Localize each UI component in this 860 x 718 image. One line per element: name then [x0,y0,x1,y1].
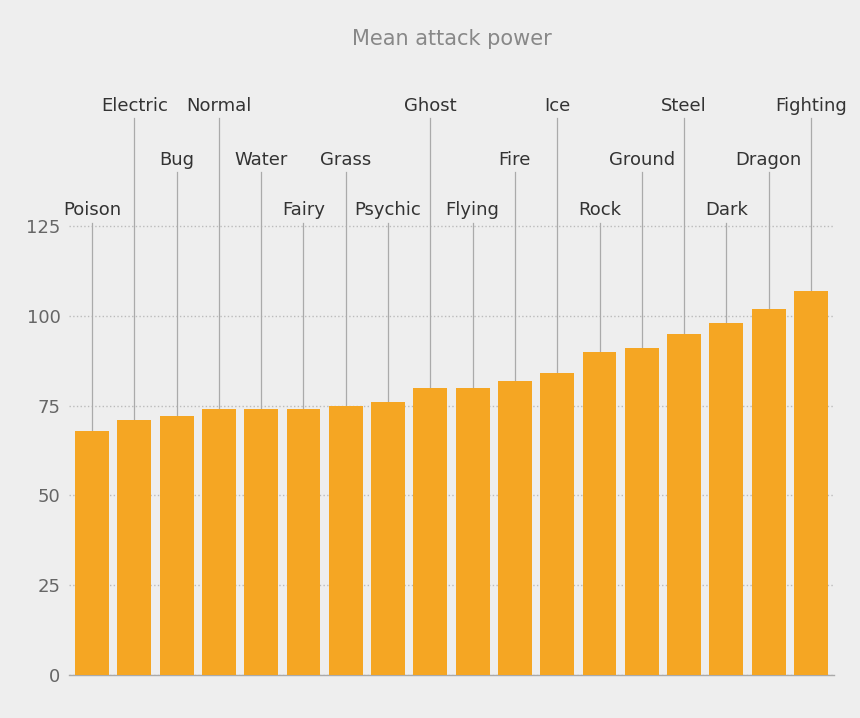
Bar [667,334,701,675]
Text: Fairy: Fairy [282,201,325,219]
Bar [329,406,363,675]
Title: Mean attack power: Mean attack power [352,29,551,49]
Text: Rock: Rock [578,201,621,219]
Text: Ghost: Ghost [404,97,457,115]
Text: Fire: Fire [499,151,531,169]
Bar [160,416,194,675]
Bar [372,402,405,675]
Text: Fighting: Fighting [775,97,847,115]
Text: Psychic: Psychic [354,201,421,219]
Bar [75,431,109,675]
Text: Ice: Ice [544,97,570,115]
Bar [202,409,236,675]
Bar [498,381,531,675]
Text: Steel: Steel [661,97,707,115]
Text: Normal: Normal [187,97,252,115]
Text: Bug: Bug [159,151,194,169]
Text: Water: Water [235,151,288,169]
Text: Electric: Electric [101,97,168,115]
Bar [582,352,617,675]
Bar [286,409,321,675]
Bar [794,291,828,675]
Bar [244,409,278,675]
Bar [118,420,151,675]
Bar [414,388,447,675]
Bar [540,373,574,675]
Text: Dark: Dark [705,201,748,219]
Bar [752,309,785,675]
Text: Dragon: Dragon [735,151,802,169]
Text: Ground: Ground [609,151,675,169]
Text: Poison: Poison [63,201,121,219]
Bar [456,388,489,675]
Bar [625,348,659,675]
Text: Flying: Flying [445,201,500,219]
Text: Grass: Grass [320,151,372,169]
Bar [710,323,743,675]
